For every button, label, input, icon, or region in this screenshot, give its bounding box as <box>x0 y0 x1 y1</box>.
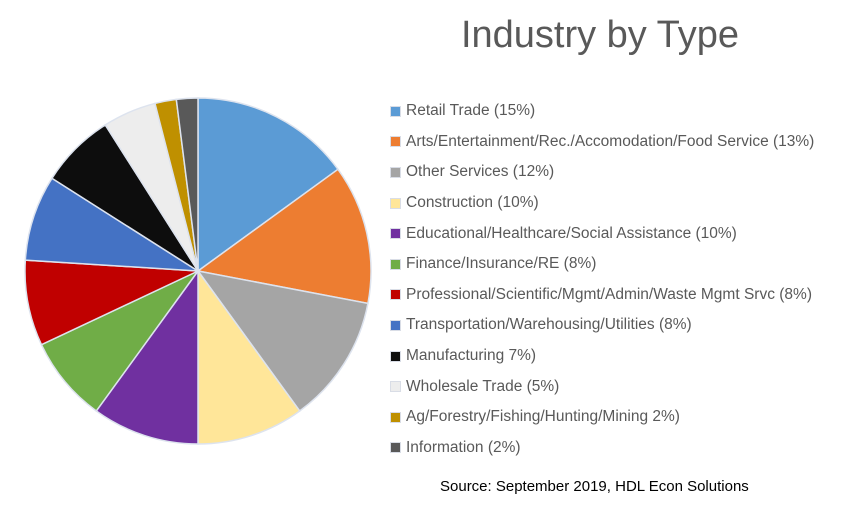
pie-slice <box>197 97 340 273</box>
legend-label: Professional/Scientific/Mgmt/Admin/Waste… <box>406 285 812 303</box>
legend-label: Manufacturing 7%) <box>406 347 537 365</box>
pie-slice <box>196 269 369 413</box>
legend-swatch-icon <box>390 381 401 393</box>
legend-label: Ag/Forestry/Fishing/Hunting/Mining 2%) <box>406 408 680 426</box>
legend-item: Retail Trade (15%) <box>390 96 814 127</box>
legend-swatch-icon <box>390 289 401 301</box>
legend-swatch-icon <box>390 136 401 148</box>
legend-swatch-icon <box>390 228 401 240</box>
pie-slice <box>197 268 301 445</box>
legend-swatch-icon <box>390 197 401 209</box>
legend-swatch-icon <box>390 258 401 270</box>
pie-slice <box>196 168 372 305</box>
chart-title: Industry by Type <box>460 14 740 56</box>
legend-item: Wholesale Trade (5%) <box>390 371 814 402</box>
legend-item: Information (2%) <box>390 433 814 464</box>
legend-label: Finance/Insurance/RE (8%) <box>406 255 597 273</box>
pie-slice <box>175 97 199 272</box>
chart-legend: Retail Trade (15%) Arts/Entertainment/Rec… <box>390 96 814 463</box>
legend-label: Arts/Entertainment/Rec./Accomodation/Foo… <box>406 132 815 150</box>
legend-item: Professional/Scientific/Mgmt/Admin/Waste… <box>390 280 814 311</box>
legend-label: Information (2%) <box>406 438 521 456</box>
legend-item: Educational/Healthcare/Social Assistance… <box>390 218 814 249</box>
legend-item: Transportation/Warehousing/Utilities (8%… <box>390 310 814 341</box>
legend-label: Other Services (12%) <box>406 163 555 181</box>
legend-swatch-icon <box>390 105 401 117</box>
legend-swatch-icon <box>390 442 401 454</box>
pie-chart <box>24 97 372 445</box>
legend-item: Ag/Forestry/Fishing/Hunting/Mining 2%) <box>390 402 814 433</box>
legend-label: Educational/Healthcare/Social Assistance… <box>406 224 737 242</box>
legend-item: Finance/Insurance/RE (8%) <box>390 249 814 280</box>
legend-label: Transportation/Warehousing/Utilities (8%… <box>406 316 692 334</box>
legend-label: Retail Trade (15%) <box>406 102 536 120</box>
legend-swatch-icon <box>390 350 401 362</box>
legend-swatch-icon <box>390 319 401 331</box>
legend-swatch-icon <box>390 411 401 423</box>
legend-item: Arts/Entertainment/Rec./Accomodation/Foo… <box>390 127 814 158</box>
legend-label: Wholesale Trade (5%) <box>406 377 560 395</box>
legend-label: Construction (10%) <box>406 194 539 212</box>
source-note: Source: September 2019, HDL Econ Solutio… <box>440 478 749 495</box>
legend-swatch-icon <box>390 166 401 178</box>
legend-item: Manufacturing 7%) <box>390 341 814 372</box>
legend-item: Construction (10%) <box>390 188 814 219</box>
pie-slice <box>95 268 199 445</box>
legend-item: Other Services (12%) <box>390 157 814 188</box>
